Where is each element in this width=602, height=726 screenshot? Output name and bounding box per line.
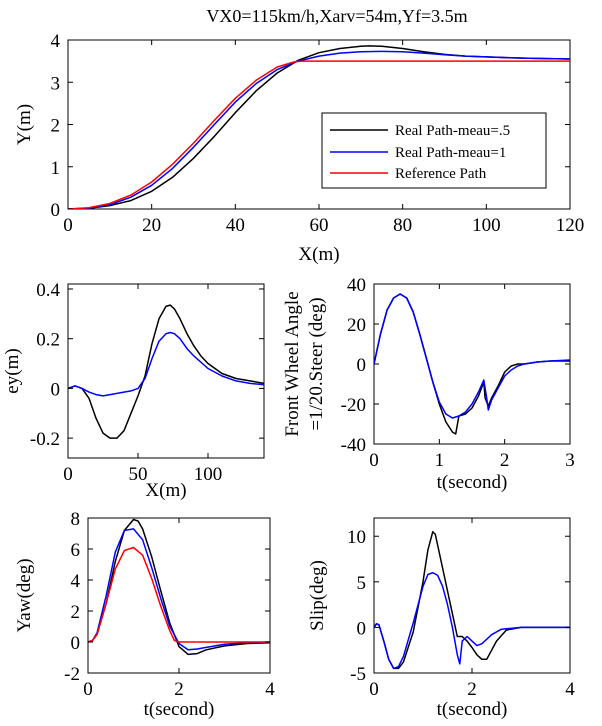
y-tick-label: 2 — [71, 602, 81, 623]
y-tick-label: 20 — [347, 315, 366, 336]
series-line-yaw-1 — [88, 528, 270, 651]
legend-box — [321, 112, 547, 189]
y-tick-label: 0 — [357, 618, 367, 639]
x-tick-label: 4 — [565, 679, 575, 700]
series-line-ey-1 — [68, 331, 264, 397]
x-tick-label: 0 — [369, 679, 379, 700]
y-tick-label: 8 — [71, 509, 81, 530]
plot-area — [373, 283, 571, 445]
y-tick-label: 40 — [347, 275, 366, 296]
x-axis-label: t(second) — [437, 699, 508, 720]
y-axis-label: Yaw(deg) — [14, 558, 35, 632]
y-tick-label: 0 — [357, 355, 367, 376]
x-tick-label: 20 — [142, 215, 161, 236]
x-tick-label: 0 — [369, 450, 379, 471]
series-line-ey-0 — [68, 304, 264, 439]
series-line-yaw-2 — [88, 546, 270, 643]
x-axis-label: X(m) — [145, 480, 186, 501]
x-tick-label: 120 — [556, 215, 585, 236]
y-tick-label: 6 — [71, 540, 81, 561]
y-tick-label: -0.2 — [30, 429, 60, 450]
x-tick-label: 2 — [174, 679, 184, 700]
x-tick-label: 80 — [393, 215, 412, 236]
x-tick-label: 3 — [565, 450, 575, 471]
y-axis-label: Slip(deg) — [307, 560, 328, 631]
x-tick-label: 50 — [129, 464, 148, 485]
x-tick-label: 100 — [194, 464, 223, 485]
y-axis-label: =1/20.Steer (deg) — [306, 297, 327, 430]
series-line-path-2 — [68, 60, 570, 209]
x-tick-label: 100 — [472, 215, 501, 236]
series-line-steer-1 — [374, 293, 570, 419]
path-legend: Real Path-meau=.5 Real Path-meau=1 Refer… — [321, 112, 547, 189]
figure-title: VX0=115km/h,Xarv=54m,Yf=3.5m — [206, 6, 467, 26]
x-axis-label: X(m) — [298, 244, 339, 265]
plot-area — [373, 517, 571, 674]
y-axis-label: ey(m) — [2, 348, 23, 393]
y-tick-label: 3 — [51, 73, 61, 94]
y-tick-label: -40 — [341, 435, 366, 456]
x-axis-label: t(second) — [437, 472, 508, 493]
legend-label: Real Path-meau=1 — [395, 145, 506, 161]
legend-label: Reference Path — [395, 166, 487, 182]
legend-label: Real Path-meau=.5 — [395, 123, 510, 139]
y-tick-label: 4 — [71, 571, 81, 592]
x-tick-label: 4 — [265, 679, 275, 700]
y-tick-label: 0 — [71, 633, 81, 654]
y-tick-label: -5 — [350, 664, 366, 685]
x-tick-label: 1 — [435, 450, 445, 471]
y-tick-label: 5 — [357, 573, 367, 594]
x-tick-label: 2 — [467, 679, 477, 700]
y-tick-label: -2 — [64, 664, 80, 685]
series-line-slip-1 — [374, 571, 570, 670]
x-tick-label: 0 — [63, 464, 73, 485]
y-axis-label: Y(m) — [14, 104, 35, 145]
y-tick-label: 4 — [51, 31, 61, 52]
y-tick-label: 0.2 — [36, 330, 60, 351]
steer-panel: 0 1 2 3 -40 -20 0 20 40 t(second) Front Wheel Angl… — [282, 275, 575, 493]
x-tick-label: 40 — [226, 215, 245, 236]
y-tick-label: -20 — [341, 395, 366, 416]
x-tick-label: 0 — [63, 215, 73, 236]
x-tick-label: 2 — [500, 450, 510, 471]
x-tick-label: 0 — [83, 679, 93, 700]
x-axis-label: t(second) — [144, 699, 215, 720]
ey-panel: 0 50 100-0.200.20.4X(m)ey(m) — [2, 280, 265, 501]
y-tick-label: 10 — [347, 527, 366, 548]
y-tick-label: 0 — [51, 379, 61, 400]
y-tick-label: 1 — [51, 158, 61, 179]
y-tick-label: 2 — [51, 116, 61, 137]
y-axis-label: Front Wheel Angle — [282, 291, 303, 436]
y-tick-label: 0.4 — [36, 280, 60, 301]
x-tick-label: 60 — [310, 215, 329, 236]
plot-area — [87, 517, 271, 674]
y-tick-label: 0 — [51, 200, 61, 221]
plot-area — [67, 283, 265, 459]
